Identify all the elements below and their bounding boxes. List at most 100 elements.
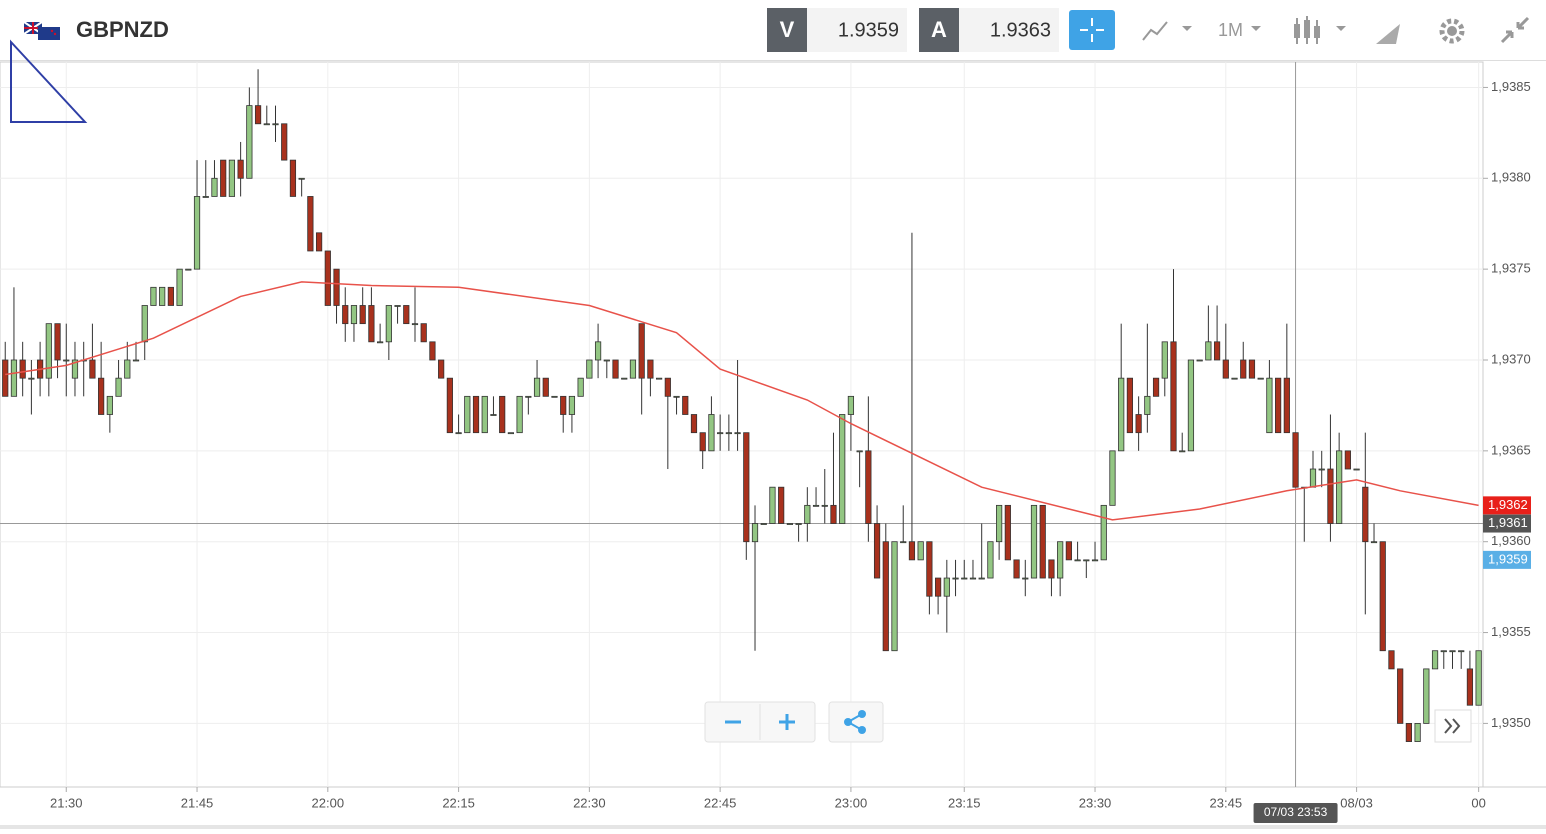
candle-body [891, 541, 898, 652]
moving-average [5, 281, 1479, 521]
candle-body [734, 432, 741, 435]
candle-body [10, 359, 18, 397]
candle-body [150, 286, 157, 306]
draw-button[interactable] [1376, 24, 1400, 44]
candle-body [1257, 377, 1264, 380]
y-tick-label: 1,9350 [1491, 715, 1531, 730]
candle-body [1048, 559, 1055, 579]
candle-body [865, 450, 872, 524]
candle-body [420, 323, 427, 343]
candle-body [202, 196, 209, 198]
candle-body [1083, 559, 1090, 562]
candle-body [1161, 341, 1168, 379]
candle-body [350, 305, 358, 325]
candle-body [856, 450, 863, 453]
share-icon [844, 710, 866, 734]
dropdown-arrow [1336, 26, 1346, 31]
candle-body [359, 305, 366, 325]
y-tick-label: 1,9370 [1491, 351, 1531, 366]
candle-body [1030, 504, 1038, 579]
candle-body [1240, 359, 1247, 379]
plot-area: 1,9350 1,9355 1,9360 1,9365 1,9370 1,9375 1,93… [0, 61, 1546, 829]
candle-body [961, 577, 968, 580]
candle-body [673, 395, 680, 398]
candle-body [45, 323, 52, 379]
candle-body [377, 341, 384, 344]
x-tick-label: 22:15 [442, 795, 475, 810]
candle-body [1100, 504, 1107, 561]
candle-body [1449, 650, 1456, 653]
candle-body [1039, 504, 1046, 579]
scroll-right-button[interactable] [1434, 709, 1472, 743]
timeframe-button[interactable]: 1M [1218, 20, 1243, 40]
settings-button[interactable] [1439, 18, 1465, 44]
y-tick-label: 1,9385 [1491, 79, 1531, 94]
candle-body [1144, 395, 1151, 415]
candle-body [1022, 577, 1029, 580]
candle-body [996, 504, 1003, 543]
candle-body [568, 395, 576, 415]
buy-price: 1.9363 [990, 19, 1051, 41]
collapse-button[interactable] [1500, 16, 1530, 44]
candle-body [882, 541, 889, 652]
candle-body [132, 359, 140, 362]
x-tick-label: 08/03 [1340, 795, 1373, 810]
buy-price-box[interactable] [959, 8, 1059, 52]
candle-body [638, 323, 645, 379]
dropdown-arrow [1251, 26, 1261, 31]
candle-body [830, 504, 837, 524]
candle-body [943, 577, 950, 597]
candle-body [63, 359, 70, 362]
chart-type-button[interactable] [1142, 21, 1168, 41]
candle-body [263, 123, 270, 126]
sell-button[interactable] [767, 8, 807, 52]
x-tick-label: 00 [1471, 795, 1485, 810]
candle-body [394, 305, 401, 307]
candle-body [603, 359, 610, 362]
share-button[interactable] [828, 701, 884, 743]
candle-body [821, 504, 828, 507]
sell-price-box[interactable] [807, 8, 907, 52]
candle-body [751, 523, 759, 543]
candle-body [804, 504, 811, 524]
candle-body [969, 577, 977, 580]
candle-body [1475, 650, 1482, 706]
buy-label: A [931, 17, 947, 42]
drawing-triangle [10, 39, 88, 123]
candle-body [307, 196, 314, 252]
candle-body [19, 359, 26, 379]
zoom-in[interactable] [779, 714, 795, 730]
candle-body [1266, 377, 1273, 434]
candle-body [298, 177, 305, 180]
candle-body [1283, 377, 1290, 434]
candle-body [281, 123, 288, 161]
candle-body [54, 323, 61, 361]
candle-body [594, 341, 602, 361]
candle-body [438, 359, 445, 379]
crosshair-label: 07/03 23:53 [1264, 805, 1328, 819]
candle-body [908, 541, 916, 561]
candle-body [193, 196, 201, 270]
candle-body [246, 105, 253, 179]
candle-body [769, 486, 776, 524]
x-tick-label: 23:15 [948, 795, 981, 810]
candle-body [289, 159, 297, 197]
candle-body [690, 414, 698, 434]
buy-button[interactable] [919, 8, 959, 52]
crosshair-button[interactable] [1069, 10, 1115, 50]
candle-body [699, 432, 706, 452]
candle-body [1309, 468, 1317, 488]
x-tick-label: 21:45 [181, 795, 214, 810]
candle-body [760, 523, 767, 525]
candle-body [926, 541, 933, 597]
candle-body [1405, 723, 1412, 742]
candle-body [1170, 341, 1177, 452]
candle-body [1118, 377, 1125, 452]
candle-body [795, 523, 802, 525]
candle-body [1126, 377, 1134, 434]
candle-body [682, 395, 689, 415]
candle-body [978, 577, 985, 580]
indicators-button[interactable] [1294, 16, 1320, 44]
